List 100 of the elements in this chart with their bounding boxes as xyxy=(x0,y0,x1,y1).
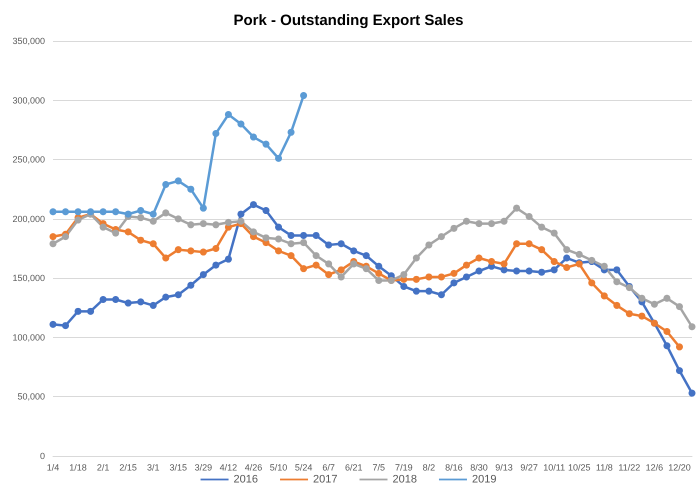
point xyxy=(450,224,458,232)
point xyxy=(262,207,270,214)
point xyxy=(412,276,420,283)
point xyxy=(174,177,182,184)
point xyxy=(150,240,157,248)
point xyxy=(162,254,170,262)
point xyxy=(62,208,70,216)
point xyxy=(488,258,496,266)
point xyxy=(400,282,408,290)
point xyxy=(174,291,182,298)
point xyxy=(100,208,107,216)
point xyxy=(162,209,170,216)
point xyxy=(288,252,295,260)
point xyxy=(462,273,470,280)
point xyxy=(250,134,257,141)
point xyxy=(124,300,132,307)
point xyxy=(476,268,482,275)
point xyxy=(200,204,207,212)
point xyxy=(275,247,282,254)
point xyxy=(588,279,596,286)
x-tick-label: 7/5 xyxy=(372,462,386,472)
point xyxy=(500,266,508,274)
point xyxy=(425,241,432,248)
x-tick-label: 2/1 xyxy=(96,462,110,472)
point xyxy=(112,296,120,303)
point xyxy=(312,252,320,260)
point xyxy=(137,236,144,244)
point xyxy=(412,254,420,262)
point xyxy=(187,221,194,228)
point xyxy=(462,218,470,225)
x-tick-label: 8/30 xyxy=(470,462,488,472)
y-tick-label: 200,000 xyxy=(12,214,45,224)
x-tick-label: 9/13 xyxy=(495,462,513,472)
point xyxy=(513,268,520,275)
point xyxy=(412,288,420,295)
x-tick-label: 10/25 xyxy=(568,462,590,472)
point xyxy=(288,128,295,136)
x-tick-label: 9/27 xyxy=(520,462,538,472)
point xyxy=(224,256,232,263)
point xyxy=(550,230,558,237)
legend-label: 2017 xyxy=(313,474,338,486)
point xyxy=(262,234,270,242)
x-tick-label: 11/22 xyxy=(618,462,640,472)
point xyxy=(50,320,56,328)
point xyxy=(438,291,445,298)
point xyxy=(312,232,320,239)
point xyxy=(576,250,583,258)
point xyxy=(400,271,408,278)
legend-label: 2016 xyxy=(234,474,258,486)
point xyxy=(224,218,232,226)
point xyxy=(613,266,620,274)
x-tick-label: 1/4 xyxy=(46,462,60,472)
point xyxy=(87,308,94,315)
point xyxy=(526,212,533,220)
x-tick-label: 6/7 xyxy=(322,462,335,472)
y-tick-label: 50,000 xyxy=(17,392,45,402)
point xyxy=(200,220,207,228)
point xyxy=(200,248,207,256)
point xyxy=(187,282,194,289)
x-tick-label: 1/18 xyxy=(69,462,87,472)
x-tick-label: 5/10 xyxy=(270,462,288,472)
point xyxy=(450,279,458,286)
point xyxy=(538,268,546,276)
x-tick-label: 6/21 xyxy=(344,462,362,472)
point xyxy=(50,240,56,248)
point xyxy=(476,220,482,228)
point xyxy=(338,266,345,274)
point xyxy=(688,323,696,330)
point xyxy=(312,262,320,269)
point xyxy=(212,130,220,137)
y-tick-label: 250,000 xyxy=(12,154,45,165)
x-tick-label: 4/12 xyxy=(220,462,238,472)
point xyxy=(150,210,157,218)
point xyxy=(550,266,558,274)
point xyxy=(513,240,520,248)
point xyxy=(300,92,308,100)
point xyxy=(438,273,445,280)
point xyxy=(500,260,508,268)
point xyxy=(513,204,520,212)
legend-label: 2019 xyxy=(472,474,496,486)
point xyxy=(338,240,345,248)
point xyxy=(74,208,82,216)
point xyxy=(600,292,608,300)
point xyxy=(538,246,546,254)
point xyxy=(174,215,182,222)
point xyxy=(663,328,670,335)
point xyxy=(250,201,257,208)
point xyxy=(162,180,170,188)
x-tick-label: 11/8 xyxy=(596,462,613,472)
point xyxy=(325,260,332,268)
point xyxy=(187,247,194,254)
point xyxy=(325,271,332,278)
point xyxy=(476,254,482,262)
x-tick-label: 2/15 xyxy=(119,462,137,472)
point xyxy=(638,312,646,320)
point xyxy=(74,216,82,224)
point xyxy=(262,140,270,148)
point xyxy=(300,239,308,246)
x-tick-label: 3/29 xyxy=(194,462,212,472)
y-tick-label: 300,000 xyxy=(12,95,45,106)
